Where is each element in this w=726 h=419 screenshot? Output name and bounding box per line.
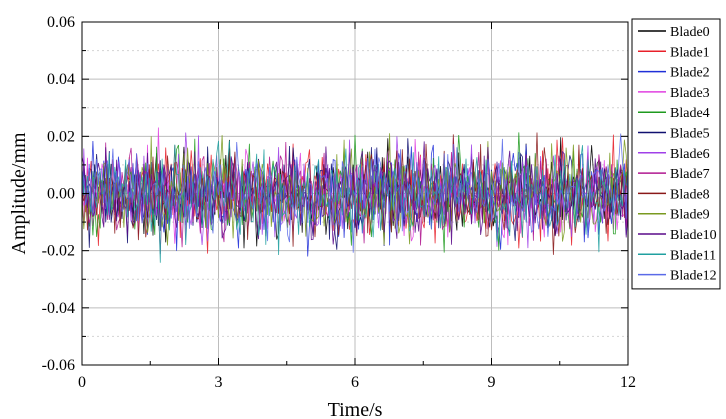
legend-label: Blade6 — [670, 147, 710, 162]
ticks — [81, 21, 629, 366]
legend-label: Blade12 — [670, 269, 717, 284]
y-tick-label: 0.06 — [47, 14, 75, 31]
legend-label: Blade4 — [670, 106, 710, 121]
y-axis-label: Amplitude/mm — [8, 132, 30, 255]
y-tick-label: 0.04 — [47, 71, 75, 88]
tick-labels: 0 3 6 9 12 -0.06 -0.04 -0.02 0.00 0.02 0.04 0.06 — [42, 14, 636, 391]
x-tick-label: 12 — [620, 374, 636, 391]
legend-label: Blade9 — [670, 208, 710, 223]
legend-label: Blade7 — [670, 167, 710, 182]
y-tick-label: -0.04 — [42, 300, 75, 317]
legend-label: Blade8 — [670, 187, 710, 202]
legend-label: Blade0 — [670, 25, 710, 40]
legend-label: Blade5 — [670, 127, 710, 142]
legend-label: Blade11 — [670, 248, 716, 263]
y-tick-label: -0.06 — [42, 357, 75, 374]
y-tick-label: -0.02 — [42, 243, 75, 260]
legend-box — [631, 18, 721, 290]
legend-label: Blade3 — [670, 86, 710, 101]
x-tick-label: 9 — [488, 374, 496, 391]
series-layer — [81, 127, 629, 263]
y-tick-label: 0.00 — [47, 186, 75, 203]
series-line-blade12 — [81, 133, 629, 253]
series-line-blade4 — [81, 132, 629, 253]
y-tick-label: 0.02 — [47, 128, 75, 145]
x-axis-label: Time/s — [328, 399, 383, 419]
legend: Blade0 Blade1 Blade2 Blade3 Blade4 Blade5 Blad… — [631, 18, 721, 290]
legend-label: Blade2 — [670, 66, 710, 81]
x-tick-label: 6 — [351, 374, 359, 391]
legend-label: Blade10 — [670, 228, 717, 243]
x-tick-label: 3 — [215, 374, 223, 391]
legend-label: Blade1 — [670, 45, 710, 60]
x-tick-label: 0 — [78, 374, 86, 391]
